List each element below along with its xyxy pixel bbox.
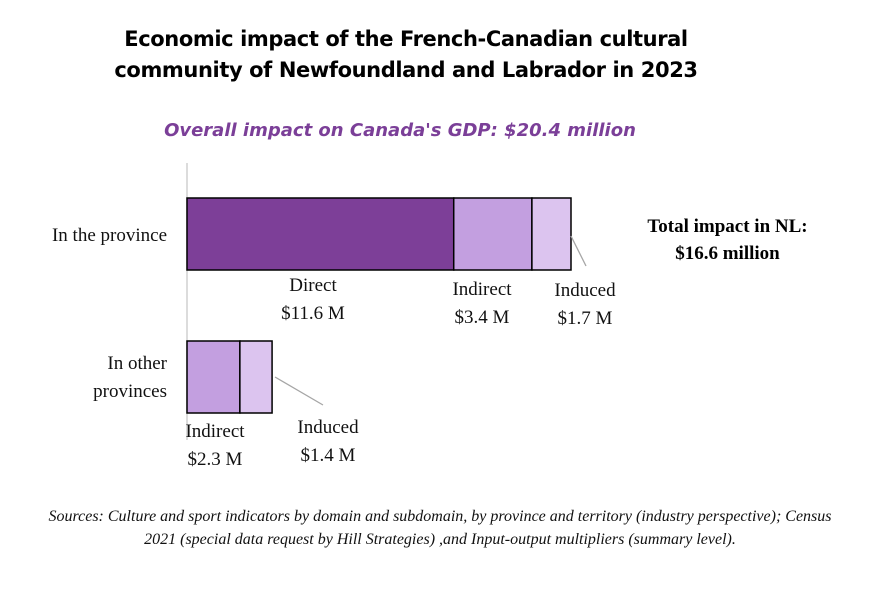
leader-line-induced-0 [570,235,587,267]
total-impact-value: $16.6 million [675,243,780,264]
leader-line-induced-1 [274,376,324,406]
bar-segment-induced-0 [531,197,572,271]
total-impact-label: Total impact in NL: [647,216,808,237]
source-note: Sources: Culture and sport indicators by… [48,508,832,548]
bar-segment-induced-1 [239,340,273,414]
chart-subtitle: Overall impact on Canada's GDP: $20.4 mi… [164,120,636,141]
data-label-induced-0: Induced $1.7 M [554,280,616,329]
chart-title: Economic impact of the French-Canadian c… [0,24,812,86]
data-label-indirect-1: Indirect $2.3 M [185,421,245,470]
bar-segment-direct-0 [186,197,455,271]
data-label-induced-1: Induced $1.4 M [297,417,359,466]
bar-segment-indirect-1 [186,340,241,414]
category-label-in-the-province: In the province [52,225,167,246]
chart-title-line-1: Economic impact of the French-Canadian c… [124,27,688,51]
category-label-other-provinces: In other provinces [93,353,168,402]
bar-segment-indirect-0 [452,197,533,271]
total-impact-annotation: Total impact in NL: $16.6 million [620,213,835,267]
chart-title-line-2: community of Newfoundland and Labrador i… [114,58,698,82]
data-label-indirect-0: Indirect $3.4 M [452,279,512,328]
data-label-direct-0: Direct $11.6 M [281,275,345,324]
